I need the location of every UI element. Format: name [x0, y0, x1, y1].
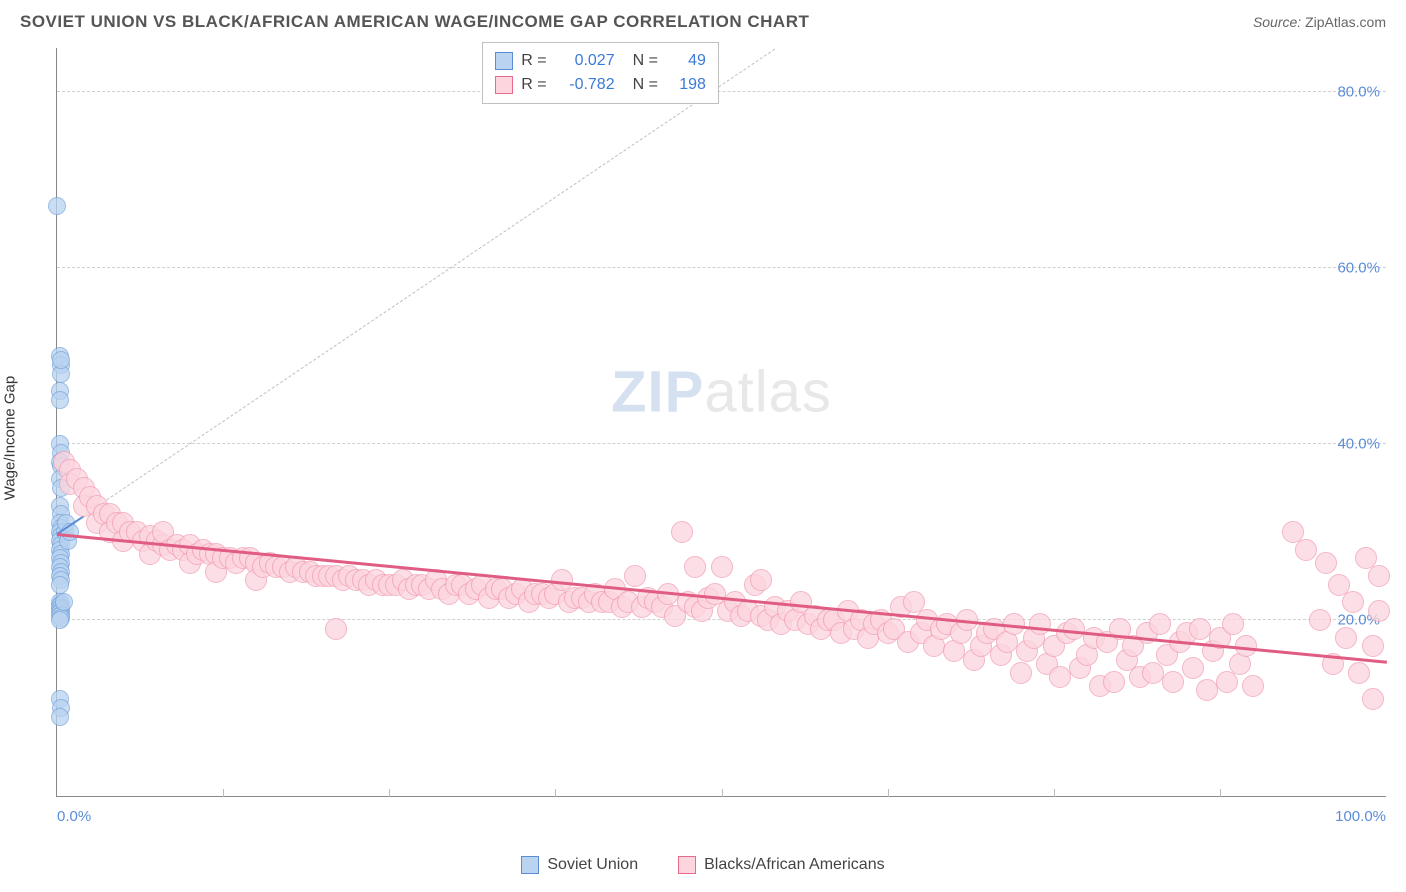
source-value: ZipAtlas.com [1305, 14, 1386, 30]
data-point [624, 565, 646, 587]
data-point [1295, 539, 1317, 561]
y-tick-label: 80.0% [1337, 84, 1380, 101]
r-label: R = [521, 49, 546, 73]
chart-area: Wage/Income Gap ZIPatlas 20.0%40.0%60.0%… [20, 48, 1386, 827]
x-tick-mark [1220, 789, 1221, 797]
legend-swatch [678, 856, 696, 874]
trend-line [57, 533, 1387, 663]
x-tick-label: 0.0% [57, 808, 91, 825]
x-tick-mark [1054, 789, 1055, 797]
data-point [1348, 662, 1370, 684]
legend-label: Soviet Union [547, 856, 638, 874]
stats-box: R = 0.027 N = 49 R = -0.782 N = 198 [482, 42, 719, 104]
data-point [1362, 635, 1384, 657]
y-tick-label: 60.0% [1337, 260, 1380, 277]
guide-line [57, 48, 776, 533]
watermark: ZIPatlas [611, 359, 832, 426]
data-point [1368, 565, 1390, 587]
data-point [55, 593, 73, 611]
data-point [1182, 657, 1204, 679]
legend-swatch [495, 52, 513, 70]
data-point [52, 351, 70, 369]
legend-swatch [521, 856, 539, 874]
watermark-atlas: atlas [704, 360, 832, 425]
legend-swatch [495, 76, 513, 94]
n-value: 198 [666, 73, 706, 97]
data-point [1242, 675, 1264, 697]
data-point [51, 391, 69, 409]
gridline-h [57, 91, 1386, 92]
data-point [1368, 600, 1390, 622]
x-tick-mark [888, 789, 889, 797]
data-point [1309, 609, 1331, 631]
n-value: 49 [666, 49, 706, 73]
gridline-h [57, 443, 1386, 444]
x-tick-mark [722, 789, 723, 797]
r-label: R = [521, 73, 546, 97]
legend-item: Blacks/African Americans [678, 856, 885, 874]
legend-label: Blacks/African Americans [704, 856, 885, 874]
x-tick-label: 100.0% [1335, 808, 1386, 825]
data-point [1222, 613, 1244, 635]
data-point [1103, 671, 1125, 693]
legend-item: Soviet Union [521, 856, 638, 874]
data-point [1029, 613, 1051, 635]
x-tick-mark [555, 789, 556, 797]
data-point [1189, 618, 1211, 640]
source-attribution: Source: ZipAtlas.com [1253, 14, 1386, 30]
legend: Soviet Union Blacks/African Americans [0, 856, 1406, 874]
r-value: 0.027 [555, 49, 615, 73]
chart-title: SOVIET UNION VS BLACK/AFRICAN AMERICAN W… [20, 12, 809, 32]
data-point [711, 556, 733, 578]
plot-region: ZIPatlas 20.0%40.0%60.0%80.0%0.0%100.0%R… [56, 48, 1386, 797]
data-point [1196, 679, 1218, 701]
source-label: Source: [1253, 14, 1301, 30]
data-point [51, 708, 69, 726]
data-point [51, 611, 69, 629]
data-point [51, 576, 69, 594]
data-point [1162, 671, 1184, 693]
gridline-h [57, 267, 1386, 268]
data-point [325, 618, 347, 640]
data-point [1010, 662, 1032, 684]
data-point [1149, 613, 1171, 635]
data-point [1335, 627, 1357, 649]
r-value: -0.782 [555, 73, 615, 97]
stats-row: R = 0.027 N = 49 [495, 49, 706, 73]
data-point [1063, 618, 1085, 640]
n-label: N = [633, 49, 658, 73]
data-point [671, 521, 693, 543]
data-point [750, 569, 772, 591]
y-tick-label: 40.0% [1337, 436, 1380, 453]
stats-row: R = -0.782 N = 198 [495, 73, 706, 97]
n-label: N = [633, 73, 658, 97]
x-tick-mark [223, 789, 224, 797]
y-axis-label: Wage/Income Gap [2, 375, 19, 500]
data-point [1342, 591, 1364, 613]
data-point [48, 197, 66, 215]
x-tick-mark [389, 789, 390, 797]
watermark-zip: ZIP [611, 360, 704, 425]
data-point [684, 556, 706, 578]
data-point [1049, 666, 1071, 688]
data-point [1315, 552, 1337, 574]
data-point [1362, 688, 1384, 710]
